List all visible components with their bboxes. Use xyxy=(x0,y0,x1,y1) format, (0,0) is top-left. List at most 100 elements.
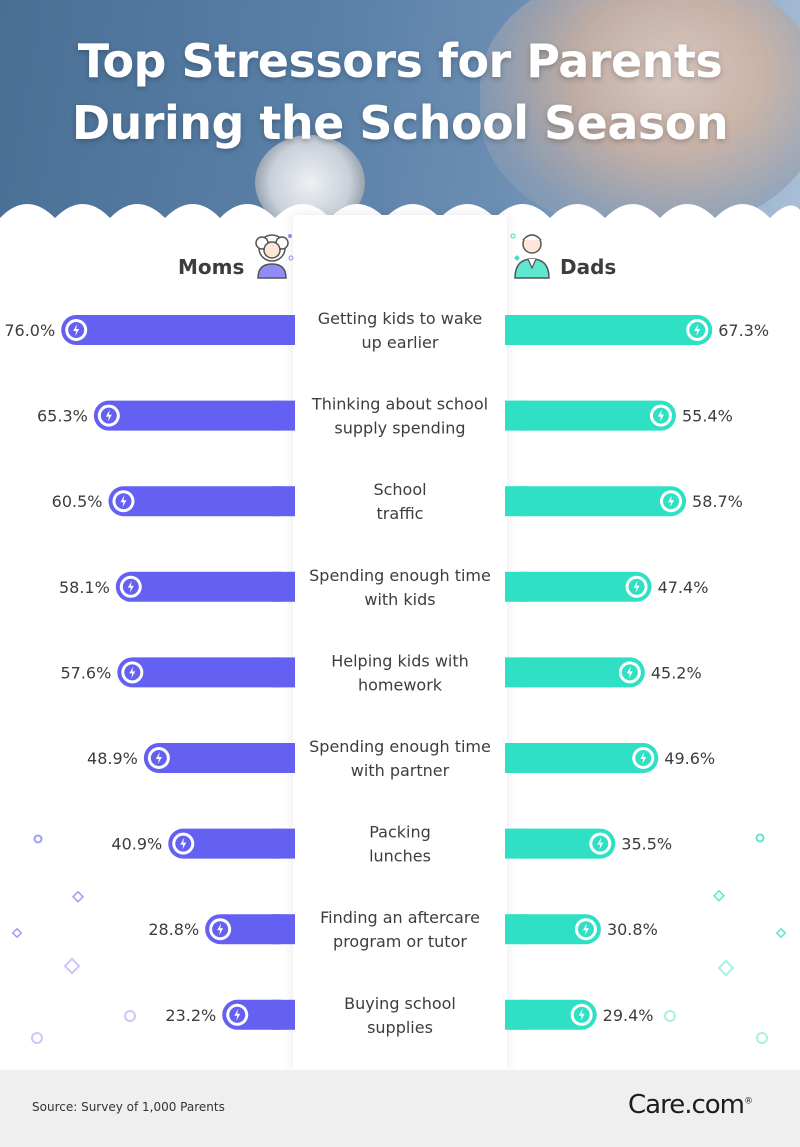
moms-value-label: 28.8% xyxy=(148,920,199,939)
category-label: lunches xyxy=(369,847,431,866)
moms-bar xyxy=(108,486,295,517)
dads-bar-flat-end xyxy=(505,400,527,431)
brand-logo: Care.com® xyxy=(628,1090,753,1120)
moms-value-label: 58.1% xyxy=(59,578,110,597)
category-label: with partner xyxy=(351,761,450,780)
category-label: Spending enough time xyxy=(309,737,491,756)
moms-bar xyxy=(168,828,295,859)
moms-value-label: 76.0% xyxy=(4,321,55,340)
moms-bar xyxy=(117,657,295,688)
dads-bar-flat-end xyxy=(505,743,527,773)
dads-bar xyxy=(505,743,659,773)
stress-bolt-icon xyxy=(180,837,187,850)
moms-bar-flat-end xyxy=(273,999,295,1030)
category-label: Thinking about school xyxy=(311,395,488,414)
stress-bolt-icon xyxy=(582,923,589,936)
header-banner: Top Stressors for Parents During the Sch… xyxy=(0,0,800,230)
brand-wordmark: Care.com xyxy=(628,1090,745,1120)
moms-value-label: 60.5% xyxy=(52,492,103,511)
stress-bolt-icon xyxy=(694,324,701,336)
dads-bar-flat-end xyxy=(505,828,527,859)
category-label: Helping kids with xyxy=(331,651,469,670)
dads-bar-flat-end xyxy=(505,657,527,688)
butterfly-bar-chart: 76.0% 67.3% Getting kids to wake up earlier… xyxy=(4,309,769,1037)
category-label: Packing xyxy=(369,823,431,842)
stress-bolt-icon xyxy=(217,923,224,936)
category-label: supplies xyxy=(367,1018,433,1037)
dads-bar xyxy=(505,400,676,431)
moms-value-label: 57.6% xyxy=(60,663,111,682)
dads-bar-flat-end xyxy=(505,999,527,1030)
category-label: School xyxy=(373,480,426,499)
dads-value-label: 47.4% xyxy=(658,578,709,597)
moms-value-label: 65.3% xyxy=(37,407,88,426)
category-label: Finding an aftercare xyxy=(320,908,480,927)
title-line-1: Top Stressors for Parents xyxy=(77,34,723,88)
moms-value-label: 40.9% xyxy=(111,835,162,854)
category-label: Spending enough time xyxy=(309,566,491,585)
stress-bolt-icon xyxy=(73,324,80,336)
dads-value-label: 67.3% xyxy=(718,321,769,340)
category-column xyxy=(293,215,507,1070)
dads-value-label: 29.4% xyxy=(603,1006,654,1025)
moms-bar-flat-end xyxy=(273,743,295,773)
category-label: supply spending xyxy=(334,419,465,438)
source-note: Source: Survey of 1,000 Parents xyxy=(32,1100,225,1114)
stress-bolt-icon xyxy=(633,580,640,593)
category-label: homework xyxy=(358,675,443,694)
dad-avatar-icon xyxy=(510,233,550,279)
moms-label: Moms xyxy=(178,255,245,279)
dads-bar xyxy=(505,315,713,345)
moms-value-label: 23.2% xyxy=(165,1006,216,1025)
moms-bar xyxy=(93,400,296,431)
moms-bar-flat-end xyxy=(273,828,295,859)
moms-bar-flat-end xyxy=(273,571,295,602)
dads-bar xyxy=(505,914,601,945)
trademark-mark: ® xyxy=(744,1096,753,1107)
category-label: Buying school xyxy=(344,994,456,1013)
category-label: program or tutor xyxy=(333,932,467,951)
footer-bar xyxy=(0,1070,800,1147)
stress-bolt-icon xyxy=(657,409,664,422)
dads-bar xyxy=(505,657,645,688)
dads-value-label: 49.6% xyxy=(664,749,715,768)
moms-bar-flat-end xyxy=(273,400,295,431)
stress-bolt-icon xyxy=(105,409,112,422)
page-title: Top Stressors for Parents During the Sch… xyxy=(0,30,800,154)
title-line-2: During the School Season xyxy=(71,96,729,150)
moms-bar-flat-end xyxy=(273,914,295,945)
moms-bar xyxy=(115,571,295,602)
stress-bolt-icon xyxy=(640,752,647,764)
category-label: with kids xyxy=(364,590,435,609)
moms-bar xyxy=(143,743,295,773)
category-label: traffic xyxy=(377,504,424,523)
stress-bolt-icon xyxy=(668,495,675,508)
stress-bolt-icon xyxy=(155,752,162,764)
stress-bolt-icon xyxy=(127,580,134,593)
dads-bar xyxy=(505,828,616,859)
dads-bar-flat-end xyxy=(505,914,527,945)
category-label: up earlier xyxy=(362,333,439,352)
moms-bar xyxy=(61,315,296,345)
stress-bolt-icon xyxy=(626,666,633,679)
moms-bar-flat-end xyxy=(273,486,295,517)
confetti-decoration xyxy=(11,833,787,1044)
dads-bar xyxy=(505,486,687,517)
moms-value-label: 48.9% xyxy=(87,749,138,768)
dads-value-label: 58.7% xyxy=(692,492,743,511)
moms-bar-flat-end xyxy=(273,315,295,345)
dads-bar-flat-end xyxy=(505,486,527,517)
dads-value-label: 30.8% xyxy=(607,920,658,939)
dads-value-label: 55.4% xyxy=(682,407,733,426)
stress-bolt-icon xyxy=(597,837,604,850)
dads-value-label: 45.2% xyxy=(651,663,702,682)
moms-bar-flat-end xyxy=(273,657,295,688)
dads-label: Dads xyxy=(560,255,617,279)
dads-value-label: 35.5% xyxy=(621,835,672,854)
stress-bolt-icon xyxy=(129,666,136,679)
category-label: Getting kids to wake xyxy=(318,309,482,328)
dads-bar-flat-end xyxy=(505,315,527,345)
dads-bar-flat-end xyxy=(505,571,527,602)
stress-bolt-icon xyxy=(578,1008,585,1021)
mom-avatar-icon xyxy=(255,234,294,279)
